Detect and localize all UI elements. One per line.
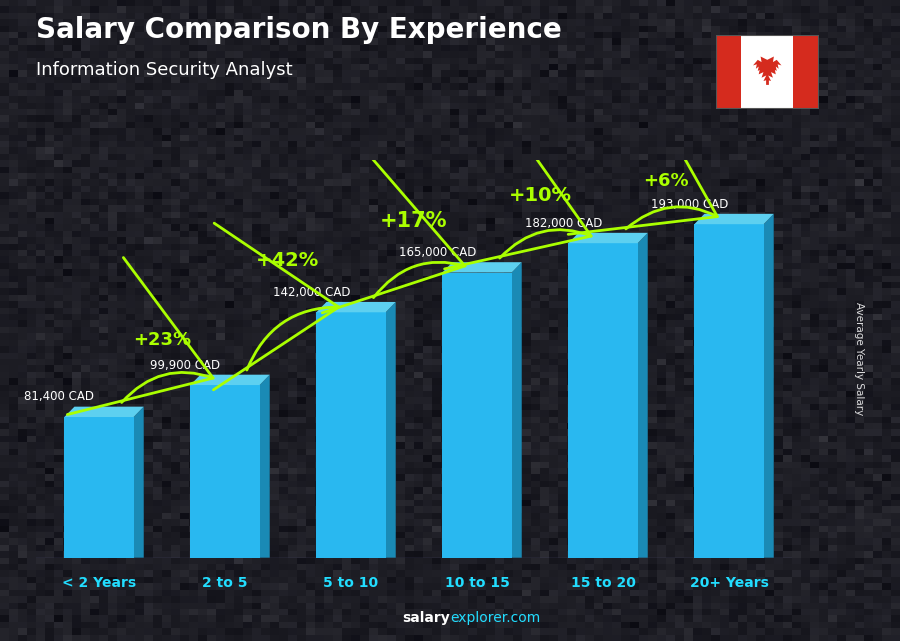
Text: +6%: +6% bbox=[644, 172, 688, 190]
Text: +42%: +42% bbox=[256, 251, 320, 270]
Text: +10%: +10% bbox=[508, 185, 572, 204]
Polygon shape bbox=[65, 406, 144, 417]
Bar bbox=[793, 35, 819, 109]
FancyArrowPatch shape bbox=[213, 223, 338, 390]
FancyBboxPatch shape bbox=[317, 312, 386, 558]
Text: explorer.com: explorer.com bbox=[450, 611, 540, 625]
FancyArrowPatch shape bbox=[445, 113, 591, 269]
Polygon shape bbox=[443, 262, 522, 272]
FancyBboxPatch shape bbox=[65, 417, 133, 558]
FancyBboxPatch shape bbox=[569, 243, 638, 558]
Polygon shape bbox=[694, 214, 774, 224]
Polygon shape bbox=[259, 375, 270, 558]
FancyBboxPatch shape bbox=[694, 224, 763, 558]
Polygon shape bbox=[317, 302, 396, 312]
Bar bbox=[716, 35, 742, 109]
Text: 81,400 CAD: 81,400 CAD bbox=[24, 390, 94, 403]
Polygon shape bbox=[511, 262, 522, 558]
Text: 193,000 CAD: 193,000 CAD bbox=[651, 197, 728, 211]
Text: +17%: +17% bbox=[380, 211, 448, 231]
Polygon shape bbox=[385, 302, 396, 558]
Text: Average Yearly Salary: Average Yearly Salary bbox=[854, 303, 865, 415]
Text: Information Security Analyst: Information Security Analyst bbox=[36, 61, 292, 79]
Text: 99,900 CAD: 99,900 CAD bbox=[150, 358, 220, 372]
Text: 182,000 CAD: 182,000 CAD bbox=[525, 217, 602, 229]
FancyArrowPatch shape bbox=[68, 258, 213, 415]
Text: Salary Comparison By Experience: Salary Comparison By Experience bbox=[36, 16, 562, 44]
Polygon shape bbox=[133, 406, 144, 558]
FancyBboxPatch shape bbox=[443, 272, 511, 558]
Text: salary: salary bbox=[402, 611, 450, 625]
FancyBboxPatch shape bbox=[191, 385, 259, 558]
Text: 142,000 CAD: 142,000 CAD bbox=[273, 286, 350, 299]
Polygon shape bbox=[569, 233, 648, 243]
Polygon shape bbox=[753, 56, 781, 81]
Polygon shape bbox=[764, 214, 774, 558]
FancyArrowPatch shape bbox=[322, 153, 465, 313]
Polygon shape bbox=[191, 375, 270, 385]
Text: +23%: +23% bbox=[133, 331, 191, 349]
FancyArrowPatch shape bbox=[568, 86, 717, 235]
Text: 165,000 CAD: 165,000 CAD bbox=[399, 246, 476, 259]
Polygon shape bbox=[638, 233, 648, 558]
